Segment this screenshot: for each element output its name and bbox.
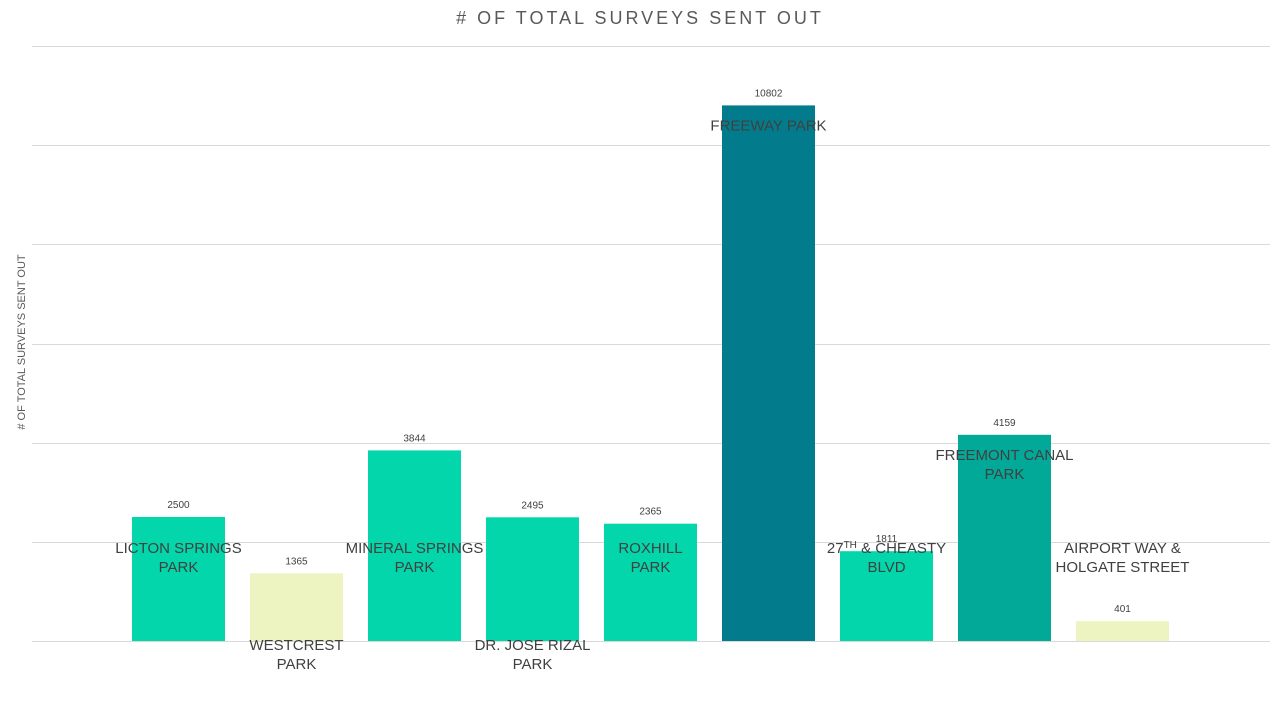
- category-label-8: FREEMONT CANAL PARK: [935, 447, 1073, 483]
- bar-4: [486, 517, 579, 641]
- bar-7: [840, 551, 933, 641]
- value-label-8: 4159: [993, 418, 1016, 429]
- value-label-5: 2365: [639, 507, 662, 518]
- bars: [132, 105, 1169, 641]
- category-label-7: 27TH & CHEASTY BLVD: [827, 540, 946, 577]
- value-label-6: 10802: [755, 88, 783, 99]
- category-label-2: WESTCREST PARK: [249, 637, 343, 673]
- category-label-9: AIRPORT WAY & HOLGATE STREET: [1056, 540, 1190, 576]
- value-label-1: 2500: [167, 500, 190, 511]
- category-label-6: FREEWAY PARK: [710, 117, 826, 134]
- bar-1: [132, 517, 225, 641]
- category-label-1: LICTON SPRINGS PARK: [115, 540, 241, 576]
- value-labels: 2500 1365 3844 2495 2365 10802 1811 4159 401: [167, 88, 1131, 615]
- bar-6: [722, 105, 815, 641]
- value-label-4: 2495: [521, 500, 544, 511]
- value-label-9: 401: [1114, 604, 1131, 615]
- bar-3: [368, 450, 461, 641]
- value-label-3: 3844: [403, 433, 426, 444]
- bar-9: [1076, 621, 1169, 641]
- bar-2: [250, 573, 343, 641]
- category-labels: LICTON SPRINGS PARK WESTCREST PARK MINERAL S…: [115, 117, 1189, 673]
- bar-8: [958, 434, 1051, 641]
- bar-5: [604, 523, 697, 641]
- chart-title: # OF TOTAL SURVEYS SENT OUT: [456, 8, 824, 28]
- category-label-4: DR. JOSE RIZAL PARK: [475, 637, 591, 673]
- value-label-7: 1811: [876, 534, 898, 545]
- value-label-2: 1365: [285, 556, 308, 567]
- category-label-5: ROXHILL PARK: [618, 540, 682, 576]
- category-label-3: MINERAL SPRINGS PARK: [346, 540, 484, 576]
